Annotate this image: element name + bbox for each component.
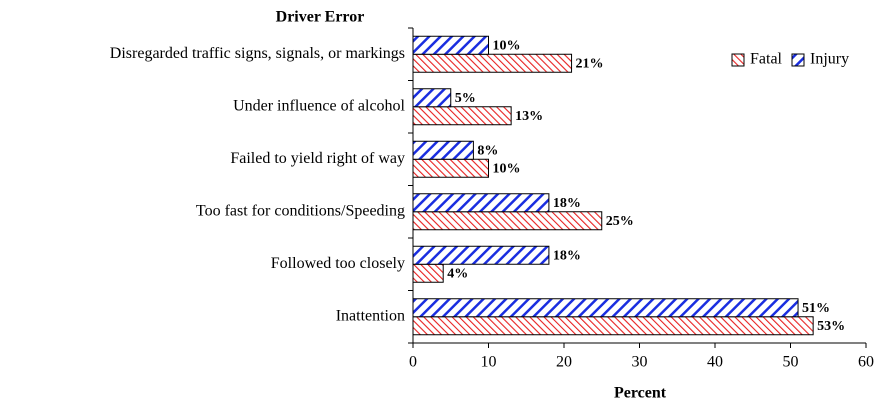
y-tick-label: Disregarded traffic signs, signals, or m…	[110, 45, 405, 62]
bar	[412, 53, 573, 73]
data-label: 18%	[553, 248, 581, 263]
legend-swatch	[791, 53, 805, 67]
data-label: 21%	[576, 56, 604, 71]
legend-label: Fatal	[750, 51, 783, 68]
x-tick-label: 10	[481, 354, 497, 371]
data-label: 10%	[493, 38, 521, 53]
data-label: 10%	[493, 161, 521, 176]
data-label: 18%	[553, 196, 581, 211]
x-tick-label: 60	[858, 354, 874, 371]
bar	[412, 35, 489, 55]
data-label: 25%	[606, 214, 634, 229]
bar	[412, 106, 512, 126]
data-label: 53%	[817, 319, 845, 334]
y-tick-label: Followed too closely	[271, 255, 405, 272]
data-label: 4%	[447, 266, 468, 281]
bar	[412, 88, 452, 108]
bar	[412, 263, 444, 283]
bar	[412, 211, 603, 231]
y-tick-label: Inattention	[336, 307, 405, 324]
y-tick-label: Failed to yield right of way	[230, 150, 405, 167]
bar	[412, 298, 799, 318]
bar	[412, 158, 489, 178]
bar	[412, 316, 814, 336]
x-tick-label: 50	[783, 354, 799, 371]
x-tick-label: 40	[707, 354, 723, 371]
bar	[412, 245, 550, 265]
bar	[412, 193, 550, 213]
legend-swatch	[731, 53, 745, 67]
legend-label: Injury	[810, 51, 849, 68]
x-axis-label: Percent	[614, 385, 667, 402]
data-label: 51%	[802, 301, 830, 316]
data-label: 5%	[455, 91, 476, 106]
chart-title: Driver Error	[276, 9, 365, 26]
x-tick-label: 0	[409, 354, 417, 371]
x-tick-label: 20	[556, 354, 572, 371]
y-tick-label: Too fast for conditions/Speeding	[196, 202, 405, 219]
y-tick-label: Under influence of alcohol	[233, 97, 405, 114]
bar	[412, 140, 474, 160]
x-tick-label: 30	[632, 354, 648, 371]
data-label: 8%	[477, 143, 498, 158]
data-label: 13%	[515, 109, 543, 124]
